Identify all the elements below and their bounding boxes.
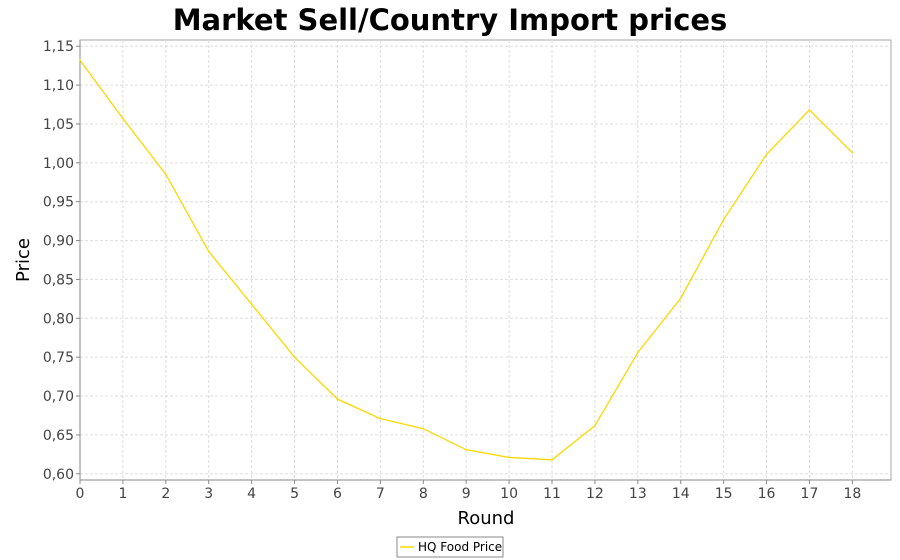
x-tick-label: 12	[586, 486, 604, 502]
x-tick-label: 17	[801, 486, 819, 502]
x-tick-label: 16	[758, 486, 776, 502]
x-tick-label: 1	[118, 486, 127, 502]
y-tick-label: 1,15	[43, 39, 74, 55]
legend: HQ Food Price	[396, 536, 504, 558]
x-tick-label: 0	[76, 486, 85, 502]
chart-title: Market Sell/Country Import prices	[173, 3, 728, 37]
x-tick-label: 8	[419, 486, 428, 502]
data-point	[293, 356, 296, 358]
y-tick-label: 0,70	[43, 389, 74, 405]
data-point	[551, 458, 553, 461]
data-point	[422, 427, 425, 430]
data-point	[722, 218, 725, 221]
x-tick-label: 2	[161, 486, 170, 502]
y-tick-label: 0,95	[43, 195, 74, 211]
data-point	[336, 398, 339, 400]
y-tick-label: 0,60	[43, 467, 74, 483]
data-point	[250, 303, 253, 306]
data-point	[379, 417, 382, 420]
x-tick-label: 15	[715, 486, 733, 502]
data-point	[122, 117, 124, 120]
data-point	[679, 297, 682, 299]
data-point	[508, 456, 510, 459]
data-point	[594, 424, 596, 427]
y-tick-label: 0,80	[43, 311, 74, 327]
x-tick-label: 4	[247, 486, 256, 502]
x-tick-label: 9	[462, 486, 471, 502]
y-tick-label: 1,10	[43, 78, 74, 94]
data-point	[637, 351, 639, 354]
x-tick-label: 11	[543, 486, 561, 502]
x-tick-label: 7	[376, 486, 385, 502]
y-axis-label: Price	[13, 238, 34, 282]
plot-area	[79, 39, 892, 481]
y-tick-label: 0,75	[43, 350, 74, 366]
x-tick-label: 18	[843, 486, 861, 502]
x-tick-label: 13	[629, 486, 647, 502]
x-tick-label: 14	[672, 486, 690, 502]
legend-label: HQ Food Price	[418, 540, 502, 554]
y-tick-label: 0,65	[43, 428, 74, 444]
x-axis-label: Round	[458, 508, 515, 529]
x-tick-label: 3	[204, 486, 213, 502]
data-point	[465, 448, 467, 451]
y-tick-label: 0,90	[43, 234, 74, 250]
data-point	[851, 151, 854, 154]
legend-box	[396, 536, 504, 558]
y-tick-label: 1,00	[43, 156, 74, 172]
x-tick-label: 6	[333, 486, 342, 502]
data-point	[808, 109, 811, 111]
x-tick-label: 10	[500, 486, 518, 502]
data-point	[79, 59, 81, 62]
data-point	[165, 173, 167, 176]
y-tick-label: 0,85	[43, 272, 74, 288]
data-point	[207, 250, 210, 253]
x-tick-label: 5	[290, 486, 299, 502]
y-tick-label: 1,05	[43, 117, 74, 133]
data-point	[765, 153, 768, 156]
